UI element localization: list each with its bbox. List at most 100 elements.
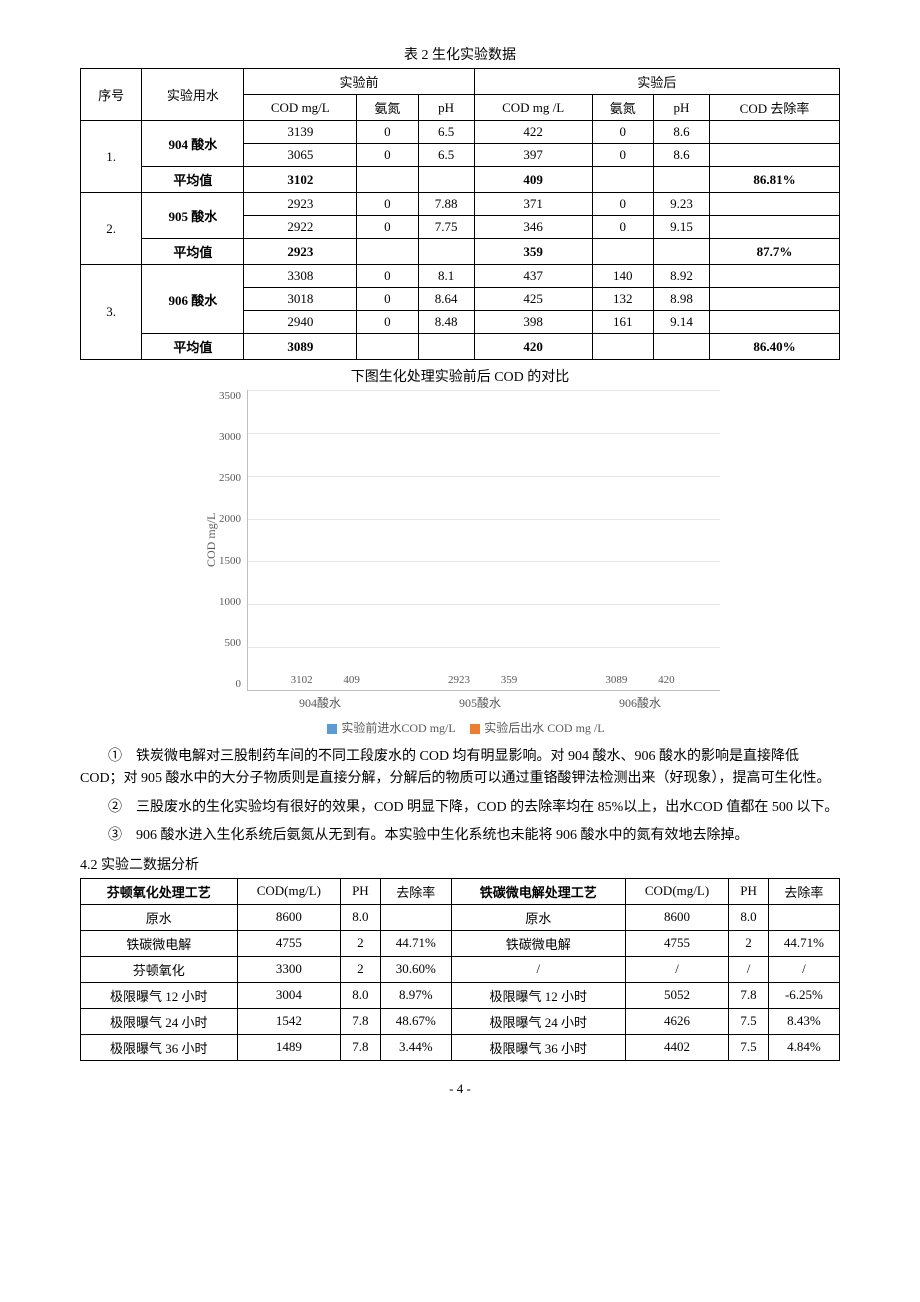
cell: 2.: [81, 193, 142, 265]
cell: 2923: [244, 239, 357, 265]
table-row: 极限曝气 24 小时15427.848.67% 极限曝气 24 小时46267.…: [81, 1008, 840, 1034]
gridlines: [248, 390, 720, 690]
cell: [592, 167, 653, 193]
table-row: 极限曝气 36 小时14897.83.44% 极限曝气 36 小时44027.5…: [81, 1034, 840, 1060]
ytick: 3000: [219, 431, 241, 443]
cell: 极限曝气 24 小时: [451, 1008, 625, 1034]
cell: 409: [474, 167, 592, 193]
legend-label-b: 实验后出水 COD mg /L: [484, 721, 604, 735]
legend-swatch-a: [327, 724, 337, 734]
cell: [592, 239, 653, 265]
cell: 铁碳微电解: [451, 930, 625, 956]
th-ph2: pH: [653, 95, 709, 121]
cell: 420: [474, 334, 592, 360]
cell: [418, 167, 474, 193]
cell-avg: 平均值: [142, 167, 244, 193]
cell: [710, 121, 840, 144]
cell: 9.15: [653, 216, 709, 239]
cell: 3065: [244, 144, 357, 167]
cell: 3139: [244, 121, 357, 144]
cell: 0: [357, 193, 418, 216]
cell: 8.43%: [768, 1008, 839, 1034]
cell: 3018: [244, 288, 357, 311]
cell: 极限曝气 36 小时: [451, 1034, 625, 1060]
y-axis-label: COD mg/L: [200, 390, 219, 690]
cell: 7.5: [729, 1008, 769, 1034]
cell: 芬顿氧化: [81, 956, 238, 982]
th: 去除率: [380, 878, 451, 904]
cell: 4755: [237, 930, 340, 956]
cell: 0: [592, 216, 653, 239]
cell: 0: [357, 311, 418, 334]
cell: 904 酸水: [142, 121, 244, 167]
cell: 437: [474, 265, 592, 288]
cell: 7.8: [729, 982, 769, 1008]
cell: 3.44%: [380, 1034, 451, 1060]
bar-label: 409: [329, 674, 375, 686]
ytick: 1000: [219, 596, 241, 608]
th: PH: [729, 878, 769, 904]
cell: 8.0: [729, 904, 769, 930]
cell: 3308: [244, 265, 357, 288]
cell: 原水: [451, 904, 625, 930]
cell: 2: [729, 930, 769, 956]
cell: 5052: [625, 982, 728, 1008]
cell: [710, 288, 840, 311]
cell: [710, 265, 840, 288]
paragraph-1: ① 铁炭微电解对三股制药车间的不同工段废水的 COD 均有明显影响。对 904 …: [80, 746, 840, 791]
cell: [418, 239, 474, 265]
paragraph-3: ③ 906 酸水进入生化系统后氨氮从无到有。本实验中生化系统也未能将 906 酸…: [80, 825, 840, 847]
cell: 8.0: [341, 982, 381, 1008]
cell: 140: [592, 265, 653, 288]
cell: [653, 167, 709, 193]
th-before: 实验前: [244, 69, 474, 95]
cell: 8.64: [418, 288, 474, 311]
bar-label: 3102: [279, 674, 325, 686]
cell: 8.6: [653, 144, 709, 167]
cell: 44.71%: [768, 930, 839, 956]
cell: [357, 239, 418, 265]
th: 去除率: [768, 878, 839, 904]
cell: 8.48: [418, 311, 474, 334]
y-axis-ticks: 3500 3000 2500 2000 1500 1000 500 0: [219, 390, 247, 690]
cell: 7.75: [418, 216, 474, 239]
th: COD(mg/L): [237, 878, 340, 904]
cell: 346: [474, 216, 592, 239]
cell: 86.81%: [710, 167, 840, 193]
cell: [710, 144, 840, 167]
cell: [768, 904, 839, 930]
cell: 2922: [244, 216, 357, 239]
cell: 9.23: [653, 193, 709, 216]
cell: [357, 167, 418, 193]
cell: 2923: [244, 193, 357, 216]
ytick: 3500: [219, 390, 241, 402]
cell: 6.5: [418, 144, 474, 167]
legend-swatch-b: [470, 724, 480, 734]
th-cod2: COD mg /L: [474, 95, 592, 121]
cell-avg: 平均值: [142, 334, 244, 360]
cell: 8.97%: [380, 982, 451, 1008]
cell: 30.60%: [380, 956, 451, 982]
cell: 8.0: [341, 904, 381, 930]
cell: 132: [592, 288, 653, 311]
bar-label: 420: [643, 674, 689, 686]
bar-label: 3089: [593, 674, 639, 686]
th-cod1: COD mg/L: [244, 95, 357, 121]
cell-avg: 平均值: [142, 239, 244, 265]
cell: /: [729, 956, 769, 982]
cell: 9.14: [653, 311, 709, 334]
ytick: 1500: [219, 555, 241, 567]
cell: 425: [474, 288, 592, 311]
table2: 芬顿氧化处理工艺 COD(mg/L) PH 去除率 铁碳微电解处理工艺 COD(…: [80, 878, 840, 1061]
cell: 3300: [237, 956, 340, 982]
th-after: 实验后: [474, 69, 839, 95]
cell: [357, 334, 418, 360]
th-water: 实验用水: [142, 69, 244, 121]
cell: 87.7%: [710, 239, 840, 265]
cell: 7.8: [341, 1008, 381, 1034]
xtick: 905酸水: [459, 694, 501, 711]
th: 芬顿氧化处理工艺: [81, 878, 238, 904]
cell: 极限曝气 12 小时: [451, 982, 625, 1008]
cell: /: [625, 956, 728, 982]
table-row: 铁碳微电解4755244.71% 铁碳微电解4755244.71%: [81, 930, 840, 956]
